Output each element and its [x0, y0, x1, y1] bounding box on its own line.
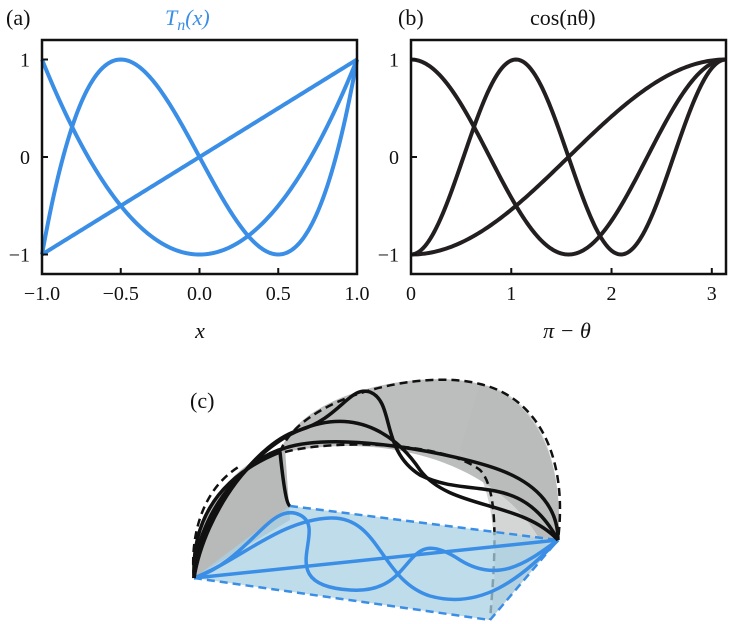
panel-b-ytick-label: −1 — [378, 245, 399, 267]
panel-b-xtick-label: 2 — [607, 283, 617, 305]
panel-a-title-tail: (x) — [185, 5, 209, 30]
panel-a-ytick-label: 0 — [20, 147, 30, 169]
panel-b-xtick-label: 0 — [406, 283, 416, 305]
panel-a-label: (a) — [6, 5, 30, 30]
surface-left-shading — [193, 448, 290, 578]
panel-b-xlabel: π − θ — [543, 318, 591, 343]
panel-b-ytick-label: 0 — [389, 147, 399, 169]
panel-b-title: cos(nθ) — [530, 5, 596, 30]
panel-a-title: Tn(x) — [165, 5, 210, 34]
panel-a-chebyshev-plot: (a) Tn(x) −1.0 −0.5 0.0 0.5 1.0 1 0 −1 x — [6, 5, 370, 343]
panel-a-ticks: −1.0 −0.5 0.0 0.5 1.0 1 0 −1 — [9, 50, 370, 306]
base-plane-right-edge — [489, 539, 559, 621]
surface-left-edge — [278, 451, 292, 508]
panel-b-series-n3 — [410, 57, 727, 257]
base-plane-front-edge — [193, 576, 491, 622]
panel-a-xtick-label: −1.0 — [24, 283, 60, 305]
base-plane — [194, 506, 558, 620]
panel-b-series-n2 — [410, 57, 727, 257]
surface-left-rim — [192, 450, 281, 579]
panel-a-series-n2 — [40, 58, 359, 257]
surface-curve-n1 — [192, 440, 560, 579]
panel-a-ytick-label: 1 — [20, 50, 30, 72]
panel-b-xtick-label: 1 — [506, 283, 516, 305]
panel-a-title-main: T — [165, 5, 179, 30]
base-plane-back-edge — [289, 504, 559, 542]
panel-a-series-n3 — [40, 57, 359, 257]
panel-c-label: (c) — [190, 388, 214, 413]
panel-a-xtick-label: 1.0 — [345, 283, 370, 305]
panel-a-xtick-label: 0.5 — [266, 283, 291, 305]
panel-b-ticks: 0 1 2 3 1 0 −1 — [378, 50, 717, 306]
panel-a-series-group — [40, 57, 359, 257]
panel-a-ytick-label: −1 — [9, 245, 30, 267]
base-curve-n1 — [193, 538, 559, 580]
panel-a-xtick-label: −0.5 — [103, 283, 139, 305]
base-curve-n3 — [193, 511, 560, 592]
panel-b-xtick-label: 3 — [707, 283, 717, 305]
panel-b-label: (b) — [398, 5, 424, 30]
panel-a-title-sub: n — [177, 17, 185, 34]
base-curve-n2 — [193, 516, 560, 602]
cylinder-back-rim-dashed — [278, 378, 562, 541]
panel-a-xlabel: x — [194, 318, 205, 343]
panel-a-xtick-label: 0.0 — [187, 283, 212, 305]
panel-b-series-group — [410, 57, 727, 257]
panel-b-cosine-plot: (b) cos(nθ) 0 1 2 3 1 0 −1 π − θ — [378, 5, 728, 343]
panel-b-ytick-label: 1 — [389, 50, 399, 72]
panel-c-3d-illustration: (c) — [190, 378, 562, 622]
